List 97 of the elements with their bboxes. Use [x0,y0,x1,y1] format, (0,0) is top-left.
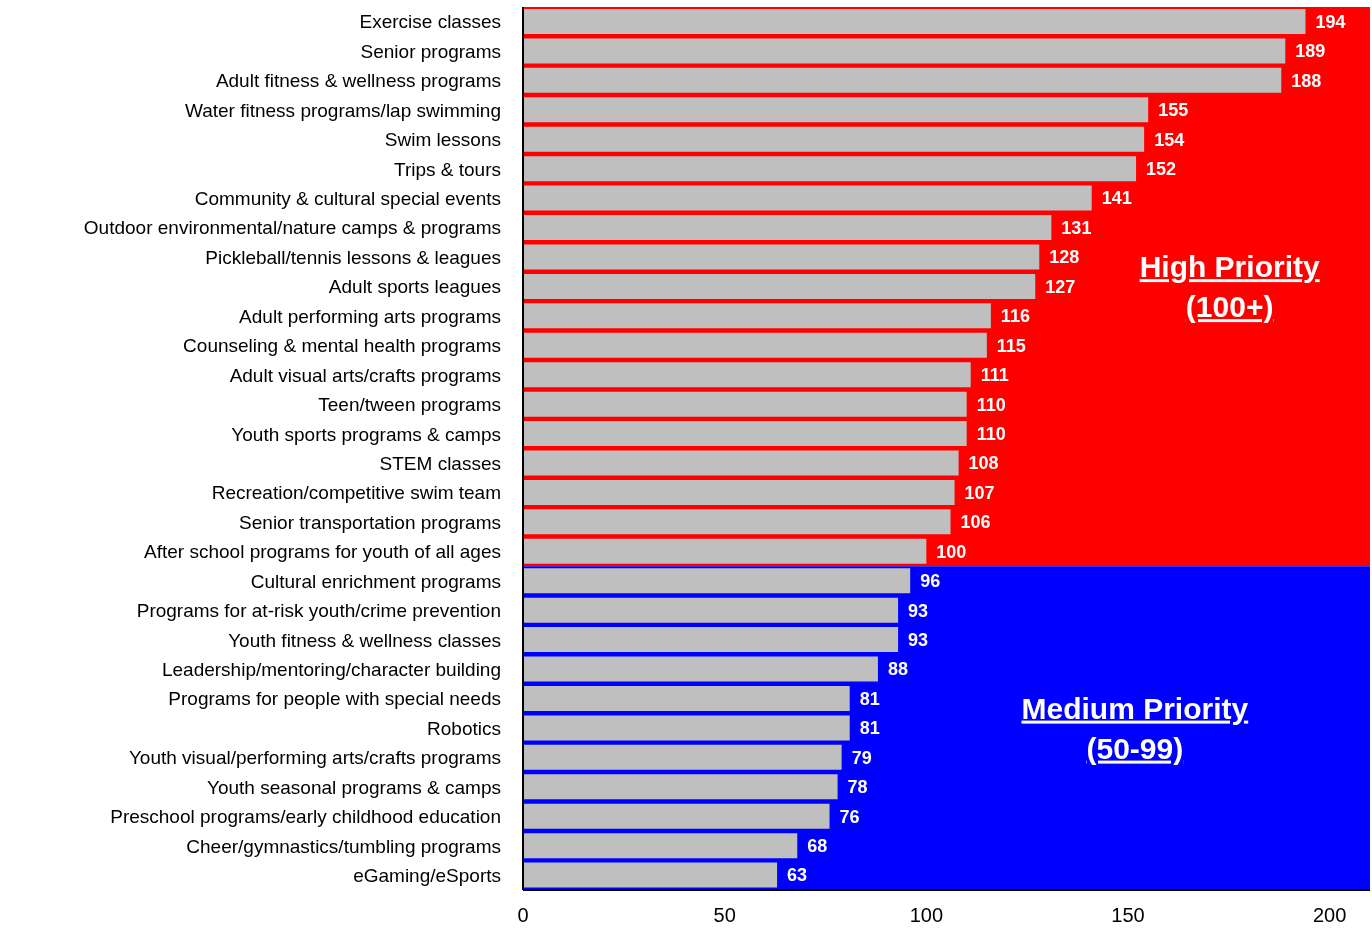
y-tick-label: Counseling & mental health programs [183,335,501,357]
y-tick-label: eGaming/eSports [353,865,501,887]
bar [523,332,987,358]
data-label: 131 [1061,217,1092,238]
bar [523,627,899,653]
y-tick-label: Robotics [427,717,501,739]
data-label: 106 [960,512,991,533]
data-label: 111 [980,365,1009,386]
y-tick-label: Teen/tween programs [318,394,501,416]
y-tick-label: Trips & tours [394,158,501,180]
data-label: 110 [976,423,1006,444]
y-tick-label: Cheer/gymnastics/tumbling programs [186,835,501,857]
data-label: 116 [1000,306,1030,327]
y-tick-label: Adult performing arts programs [239,305,501,327]
bar [523,538,927,564]
band-label: High Priority (100+) [1139,250,1320,324]
y-tick-label: Preschool programs/early childhood education [110,806,501,828]
bar [523,391,967,417]
y-tick-label: Leadership/mentoring/character building [161,658,501,680]
data-label: 188 [1291,70,1322,91]
data-label: 194 [1315,11,1346,32]
bar [523,479,955,505]
y-tick-label: After school programs for youth of all ages [144,541,501,563]
bar [523,38,1286,64]
y-tick-label: Recreation/competitive swim team [211,482,501,504]
data-label: 93 [908,629,929,650]
data-label: 76 [839,806,860,827]
bar [523,450,959,476]
y-tick-label: Water fitness programs/lap swimming [184,99,501,121]
x-tick-label: 150 [1111,904,1145,927]
data-label: 81 [859,718,880,739]
data-label: 79 [851,747,872,768]
data-label: 78 [847,777,868,798]
y-tick-label: Cultural enrichment programs [250,570,501,592]
bar [523,362,971,388]
y-tick-label: Community & cultural special events [194,188,501,210]
y-tick-label: Youth visual/performing arts/crafts programs [128,747,501,769]
bar [523,9,1306,34]
x-tick-label: 100 [909,904,944,927]
bar [523,744,842,770]
bar [523,833,798,859]
data-label: 154 [1154,129,1185,150]
data-label: 68 [807,836,828,857]
bar [523,126,1145,152]
bar [523,862,778,888]
y-tick-label: Senior programs [360,40,501,62]
bar [523,568,911,594]
data-label: 88 [887,659,908,680]
data-label: 152 [1146,159,1177,180]
y-tick-label: Pickleball/tennis lessons & leagues [205,246,501,268]
bar [523,67,1282,93]
data-label: 141 [1101,188,1132,209]
data-label: 127 [1045,276,1076,297]
data-label: 63 [787,865,808,886]
bar [523,97,1149,123]
data-label: 189 [1295,41,1326,62]
data-label: 155 [1158,100,1189,121]
bar [523,273,1036,299]
y-tick-label: STEM classes [379,452,501,474]
y-tick-label: Adult visual arts/crafts programs [229,364,501,386]
y-tick-label: Exercise classes [359,11,501,33]
data-label: 100 [936,541,967,562]
bar [523,156,1137,182]
y-tick-label: Programs for people with special needs [168,688,501,710]
band-label: Medium Priority (50-99) [1021,691,1249,765]
y-tick-label: Youth sports programs & camps [231,423,501,445]
y-tick-label: Youth fitness & wellness classes [228,629,501,651]
bar [523,215,1052,241]
y-tick-label: Youth seasonal programs & camps [207,776,501,798]
data-label: 108 [968,453,999,474]
bar [523,421,967,447]
data-label: 96 [920,571,941,592]
data-label: 110 [976,394,1006,415]
y-tick-label: Adult fitness & wellness programs [215,70,501,92]
bar [523,185,1092,211]
bar [523,303,991,329]
bar [523,774,838,800]
bar [523,803,830,829]
y-tick-label: Swim lessons [384,129,501,151]
data-label: 115 [996,335,1026,356]
bar [523,715,850,741]
y-tick-label: Adult sports leagues [328,276,501,298]
data-label: 81 [859,688,880,709]
data-label: 128 [1049,247,1080,268]
bar [523,509,951,535]
bar [523,597,899,623]
bar [523,656,878,682]
x-tick-label: 200 [1312,904,1347,927]
y-tick-label: Senior transportation programs [239,511,501,533]
bar [523,685,850,711]
bar [523,244,1040,270]
y-tick-label: Programs for at-risk youth/crime prevention [136,600,501,622]
y-tick-label: Outdoor environmental/nature camps & programs [83,217,501,239]
x-tick-label: 50 [713,904,736,927]
data-label: 93 [908,600,929,621]
x-tick-label: 0 [517,904,529,927]
data-label: 107 [964,482,995,503]
